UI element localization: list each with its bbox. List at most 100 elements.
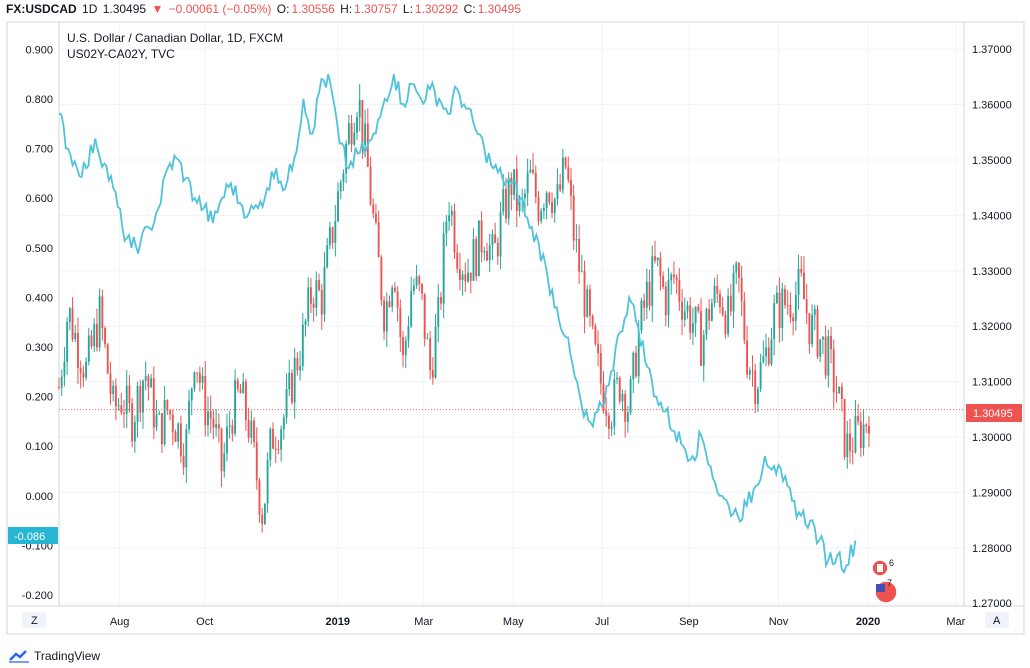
symbol-header: FX:USDCAD 1D 1.30495 ▼ −0.00061 (−0.05%)… <box>0 0 1030 20</box>
candle-body <box>142 380 144 413</box>
legend-overlay[interactable]: US02Y-CA02Y, TVC <box>67 47 175 61</box>
candle-body <box>272 428 274 449</box>
candle-body <box>746 340 749 375</box>
candle-body <box>402 337 404 356</box>
candle-body <box>437 297 440 327</box>
candle-body <box>60 376 63 388</box>
candle-body <box>412 285 415 292</box>
candle-body <box>177 423 180 442</box>
right-tick-label: 1.32000 <box>972 321 1012 333</box>
candle-body <box>431 370 434 378</box>
candle-body <box>738 263 740 278</box>
candle-body <box>778 292 781 329</box>
candle-body <box>789 304 792 318</box>
candle-body <box>285 389 288 418</box>
candle-body <box>77 333 79 368</box>
candle-body <box>686 305 689 312</box>
right-tick-label: 1.37000 <box>972 44 1012 56</box>
candle-body <box>190 388 193 401</box>
candle-body <box>672 274 675 278</box>
candle-body <box>781 288 784 329</box>
time-tick-label: Mar <box>414 616 433 628</box>
candle-body <box>372 204 375 214</box>
candle-body <box>756 389 759 405</box>
footer: TradingView <box>0 640 1030 664</box>
candle-body <box>640 300 643 331</box>
candle-body <box>526 172 529 194</box>
candle-body <box>188 400 190 430</box>
chart-frame <box>6 21 1025 635</box>
auto-scale-button[interactable] <box>985 612 1009 628</box>
chart-area[interactable]: 0.900 0.800 0.700 0.600 0.500 0.400 0.300 0.200… <box>0 0 1030 640</box>
candle-body <box>635 352 637 377</box>
candle-body <box>830 335 832 350</box>
right-tick-label: 1.29000 <box>972 487 1012 499</box>
candle-body <box>805 299 808 314</box>
candle-body <box>68 308 71 322</box>
candle-body <box>597 343 600 354</box>
candle-body <box>388 301 391 307</box>
candle-body <box>551 202 553 213</box>
candle-body <box>643 300 646 308</box>
candle-body <box>201 376 204 383</box>
candle-body <box>136 385 139 422</box>
candle-body <box>803 272 805 300</box>
candle-body <box>296 357 299 371</box>
candle-body <box>648 281 651 306</box>
event-markers[interactable]: 6 7 <box>871 558 898 604</box>
corner-left[interactable]: Z <box>22 612 46 628</box>
zoom-button[interactable] <box>22 612 46 628</box>
candle-body <box>740 277 743 301</box>
candle-body <box>775 292 778 304</box>
candle-body <box>106 344 109 374</box>
candle-body <box>632 352 635 380</box>
candle-body <box>868 426 870 434</box>
candle-body <box>591 315 594 326</box>
candle-body <box>128 385 131 404</box>
candle-body <box>163 400 166 445</box>
interval[interactable]: 1D <box>82 2 98 16</box>
symbol-name[interactable]: FX:USDCAD <box>6 2 77 16</box>
candle-body <box>393 287 396 292</box>
candle-body <box>578 239 581 272</box>
candle-body <box>681 301 684 320</box>
candle-body <box>85 361 88 378</box>
left-tick-label: -0.200 <box>22 590 53 602</box>
candle-body <box>353 132 356 145</box>
candle-body <box>391 287 394 307</box>
right-tick-label: 1.34000 <box>972 210 1012 222</box>
tradingview-logo[interactable]: TradingView <box>8 644 100 668</box>
candle-body <box>689 305 692 333</box>
candle-body <box>843 398 846 458</box>
right-axis[interactable]: 1.37000 1.36000 1.35000 1.34000 1.33000 1.320… <box>972 44 1012 610</box>
candle-body <box>207 411 209 426</box>
candle-body <box>832 349 835 393</box>
candle-body <box>794 294 797 322</box>
candle-body <box>851 451 854 453</box>
price-change: −0.00061 (−0.05%) <box>168 2 272 16</box>
candle-body <box>675 277 678 280</box>
candle-body <box>724 314 727 335</box>
candle-body <box>269 428 272 460</box>
candle-body <box>626 412 629 422</box>
candle-body <box>117 405 120 407</box>
time-axis[interactable]: Aug Oct 2019 Mar May Jul Sep Nov 2020 Mar <box>110 616 966 628</box>
candle-body <box>813 308 816 316</box>
time-tick-label: Sep <box>679 616 699 628</box>
candle-body <box>480 220 483 253</box>
candle-body <box>421 283 423 294</box>
candle-body <box>418 276 421 284</box>
candle-body <box>93 323 96 347</box>
candle-body <box>309 287 312 304</box>
candle-body <box>342 173 345 183</box>
corner-right[interactable]: A <box>985 612 1009 628</box>
candle-body <box>618 377 621 402</box>
candle-body <box>101 296 104 329</box>
candle-body <box>534 172 537 198</box>
candle-body <box>670 274 673 281</box>
candle-body <box>561 157 564 190</box>
candle-body <box>82 372 85 378</box>
candle-body <box>678 279 681 302</box>
spread-last-badge-text: -0.086 <box>14 531 45 543</box>
legend-main[interactable]: U.S. Dollar / Canadian Dollar, 1D, FXCM <box>67 31 283 45</box>
